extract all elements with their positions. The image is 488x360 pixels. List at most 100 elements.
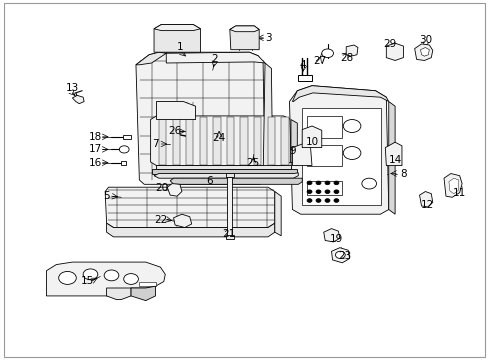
Circle shape <box>333 190 338 194</box>
Circle shape <box>315 199 320 202</box>
Polygon shape <box>414 44 432 60</box>
Text: 23: 23 <box>337 251 351 261</box>
Polygon shape <box>302 126 321 148</box>
Polygon shape <box>385 142 401 166</box>
Circle shape <box>315 181 320 185</box>
Text: 4: 4 <box>299 60 306 70</box>
Circle shape <box>325 199 329 202</box>
Polygon shape <box>154 24 200 31</box>
Circle shape <box>119 146 129 153</box>
Text: 29: 29 <box>383 39 396 49</box>
Circle shape <box>83 269 98 280</box>
Circle shape <box>306 199 311 202</box>
Text: 21: 21 <box>222 229 235 239</box>
Text: 19: 19 <box>329 234 343 244</box>
Text: 1: 1 <box>176 42 183 52</box>
Text: 16: 16 <box>88 158 102 168</box>
Polygon shape <box>448 178 458 194</box>
Polygon shape <box>173 214 191 228</box>
Circle shape <box>333 181 338 185</box>
Text: 8: 8 <box>399 168 406 179</box>
Polygon shape <box>106 288 131 300</box>
Bar <box>306 181 342 195</box>
Text: 5: 5 <box>103 191 110 201</box>
Bar <box>302 108 381 205</box>
Text: 25: 25 <box>246 158 260 168</box>
Text: 10: 10 <box>305 137 318 147</box>
Polygon shape <box>443 174 461 197</box>
Text: 3: 3 <box>264 33 271 43</box>
Bar <box>298 75 311 81</box>
Text: 28: 28 <box>340 53 353 63</box>
Polygon shape <box>292 144 311 166</box>
Polygon shape <box>253 117 261 165</box>
Circle shape <box>104 270 119 281</box>
Polygon shape <box>213 117 220 165</box>
Circle shape <box>335 251 345 258</box>
Polygon shape <box>136 52 264 184</box>
Polygon shape <box>170 178 302 184</box>
Circle shape <box>343 147 360 159</box>
Text: 15: 15 <box>80 276 94 286</box>
Polygon shape <box>151 169 297 174</box>
Polygon shape <box>156 165 290 169</box>
Text: 26: 26 <box>168 126 182 136</box>
Text: 14: 14 <box>387 155 401 165</box>
Text: 20: 20 <box>155 183 167 193</box>
Polygon shape <box>225 235 233 239</box>
Polygon shape <box>226 117 234 165</box>
Text: 6: 6 <box>205 176 212 186</box>
Polygon shape <box>289 86 388 214</box>
Polygon shape <box>156 102 195 120</box>
Text: 30: 30 <box>418 35 431 45</box>
Polygon shape <box>267 117 274 165</box>
Polygon shape <box>290 120 297 166</box>
Polygon shape <box>386 43 403 60</box>
Polygon shape <box>263 63 272 182</box>
Bar <box>306 116 342 138</box>
Polygon shape <box>346 45 357 56</box>
Polygon shape <box>166 52 264 63</box>
Polygon shape <box>281 117 288 165</box>
Text: 9: 9 <box>288 146 295 156</box>
Polygon shape <box>388 102 394 214</box>
Polygon shape <box>240 117 247 165</box>
Circle shape <box>343 120 360 132</box>
Polygon shape <box>274 192 281 236</box>
Polygon shape <box>172 117 180 165</box>
Text: 2: 2 <box>210 54 217 64</box>
Circle shape <box>306 181 311 185</box>
Polygon shape <box>154 173 298 178</box>
Text: 12: 12 <box>420 200 434 210</box>
Circle shape <box>306 190 311 194</box>
Polygon shape <box>229 26 259 32</box>
Polygon shape <box>225 173 233 177</box>
Text: 22: 22 <box>154 215 168 225</box>
Text: 11: 11 <box>452 188 466 198</box>
Circle shape <box>315 190 320 194</box>
Text: 7: 7 <box>152 139 159 149</box>
Text: 17: 17 <box>88 144 102 154</box>
Circle shape <box>325 181 329 185</box>
Bar <box>123 135 131 139</box>
Polygon shape <box>136 52 166 65</box>
Bar <box>121 161 126 165</box>
Polygon shape <box>323 229 339 242</box>
Polygon shape <box>167 184 182 196</box>
Polygon shape <box>154 24 200 52</box>
Polygon shape <box>72 95 84 104</box>
Polygon shape <box>331 248 349 263</box>
Polygon shape <box>46 262 165 296</box>
Circle shape <box>361 178 376 189</box>
Circle shape <box>59 271 76 284</box>
Circle shape <box>325 190 329 194</box>
Polygon shape <box>131 286 155 301</box>
Polygon shape <box>106 223 274 237</box>
Polygon shape <box>292 86 388 102</box>
Circle shape <box>333 199 338 202</box>
Polygon shape <box>150 116 290 166</box>
Polygon shape <box>186 117 193 165</box>
Polygon shape <box>105 187 274 228</box>
Polygon shape <box>159 117 166 165</box>
Bar <box>139 282 156 286</box>
